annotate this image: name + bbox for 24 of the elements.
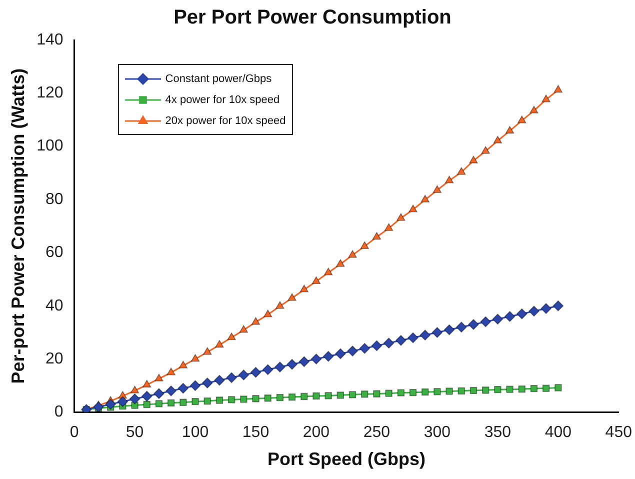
legend-label: 4x power for 10x speed bbox=[165, 94, 280, 106]
x-tick-label: 50 bbox=[126, 424, 144, 442]
y-tick-label: 20 bbox=[46, 350, 64, 368]
x-tick-label: 450 bbox=[605, 424, 632, 442]
y-tick-label: 100 bbox=[36, 138, 64, 155]
y-tick-label: 40 bbox=[46, 297, 64, 314]
x-tick-label: 150 bbox=[242, 424, 270, 442]
x-tick-label: 250 bbox=[363, 424, 390, 442]
x-tick-label: 0 bbox=[70, 424, 79, 442]
x-axis-title: Port Speed (Gbps) bbox=[267, 449, 426, 470]
x-tick-label: 400 bbox=[544, 424, 572, 442]
y-tick-label: 80 bbox=[46, 190, 64, 208]
legend-label: Constant power/Gbps bbox=[165, 72, 272, 84]
x-tick-label: 350 bbox=[484, 424, 512, 442]
y-tick-label: 140 bbox=[36, 31, 64, 48]
x-tick-label: 200 bbox=[302, 424, 330, 442]
y-tick-label: 0 bbox=[54, 404, 64, 421]
y-tick-label: 120 bbox=[36, 84, 64, 102]
x-tick-label: 100 bbox=[182, 424, 209, 442]
chart-title: Per Port Power Consumption bbox=[174, 6, 452, 29]
y-axis-title: Per-port Power Consumption (Watts) bbox=[8, 68, 28, 384]
x-tick-label: 300 bbox=[424, 424, 451, 442]
legend-label: 20x power for 10x speed bbox=[165, 114, 286, 126]
y-tick-label: 60 bbox=[46, 244, 64, 262]
